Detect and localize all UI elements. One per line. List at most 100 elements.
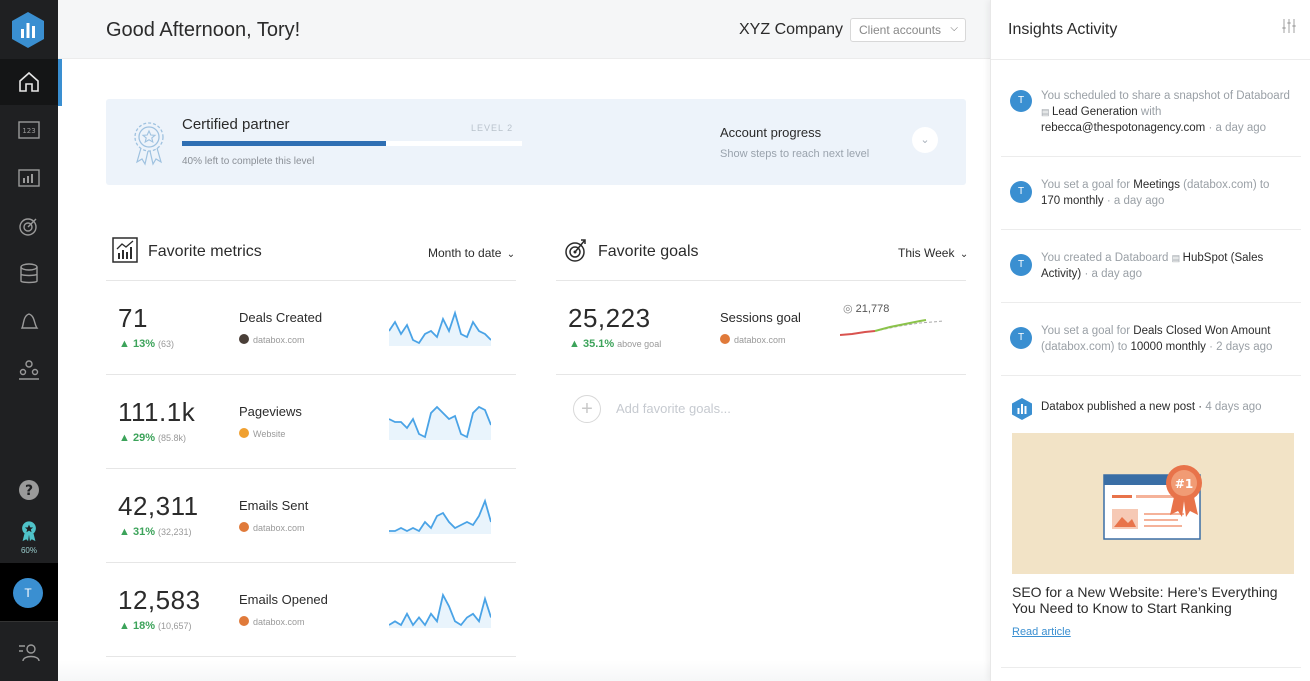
metric-change: ▲ 29% (85.8k)	[119, 432, 186, 444]
seo-illustration-icon: #1	[1103, 465, 1202, 540]
add-goal-label[interactable]: Add favorite goals...	[616, 401, 731, 416]
activity-item[interactable]: T You set a goal for Meetings (databox.c…	[1001, 157, 1301, 230]
sidebar-partner-badge[interactable]: 60%	[0, 516, 58, 562]
metric-source-label: databox.com	[253, 523, 305, 533]
metric-source-label: databox.com	[253, 335, 305, 345]
activity-subject: Deals Closed Won Amount	[1133, 325, 1271, 337]
client-accounts-dropdown[interactable]: Client accounts ⌵	[850, 18, 966, 42]
avatar[interactable]: T	[13, 578, 43, 608]
post-title[interactable]: SEO for a New Website: Here’s Everything…	[1012, 584, 1278, 616]
metric-change: ▲ 18% (10,657)	[119, 620, 192, 632]
activity-pre: You scheduled to share a snapshot of Dat…	[1041, 90, 1290, 102]
metric-sparkline	[389, 405, 491, 440]
databoard-icon: ▤	[1041, 107, 1053, 117]
expand-progress-button[interactable]: ⌄	[912, 127, 938, 153]
metric-change: ▲ 31% (32,231)	[119, 526, 192, 538]
divider	[991, 59, 1310, 60]
partner-progress-fill	[182, 141, 386, 146]
activity-item[interactable]: T You set a goal for Deals Closed Won Am…	[1001, 303, 1301, 376]
sidebar-item-databoards[interactable]	[0, 155, 58, 201]
svg-text:#1: #1	[1175, 477, 1193, 491]
source-icon	[239, 522, 249, 532]
activity-subject[interactable]: Lead Generation	[1052, 106, 1138, 118]
sidebar-item-team[interactable]	[0, 347, 58, 393]
target-small-icon: ◎	[843, 303, 853, 315]
databox-logo-icon	[1012, 398, 1032, 420]
favorite-goals-title: Favorite goals	[598, 243, 699, 260]
metric-name: Deals Created	[239, 310, 323, 325]
metric-value: 12,583	[118, 585, 201, 615]
sparkline-line	[389, 405, 491, 439]
account-progress-title: Account progress	[720, 125, 822, 140]
add-goal-button[interactable]: +	[573, 395, 601, 423]
metrics-period-dropdown[interactable]: Month to date ⌄	[428, 246, 515, 260]
filter-settings-icon[interactable]	[1281, 18, 1297, 34]
metrics-period-label: Month to date	[428, 246, 502, 260]
databox-logo-icon[interactable]	[12, 12, 44, 48]
sidebar-item-data-sources[interactable]	[0, 251, 58, 297]
metric-sparkline	[389, 592, 491, 628]
svg-text:123: 123	[22, 127, 35, 135]
activity-pre: You set a goal for	[1041, 179, 1134, 191]
award-icon	[22, 521, 36, 542]
metric-prev: (32,231)	[157, 527, 192, 537]
sidebar-item-users[interactable]	[0, 629, 58, 675]
metric-source: databox.com	[239, 616, 305, 627]
sidebar-item-alerts[interactable]	[0, 299, 58, 345]
sidebar-item-numbers[interactable]: 123	[0, 107, 58, 153]
metric-sparkline	[389, 498, 491, 534]
divider	[106, 562, 516, 563]
metric-value: 111.1k	[118, 397, 196, 427]
activity-text: You set a goal for Deals Closed Won Amou…	[1041, 325, 1273, 353]
sparkline-line	[389, 498, 491, 533]
read-article-link[interactable]: Read article	[1012, 626, 1071, 638]
metric-source: databox.com	[239, 522, 305, 533]
sparkline-line	[389, 592, 491, 627]
avatar: T	[1010, 181, 1032, 203]
database-icon	[20, 263, 38, 284]
left-sidebar: 123 ? 60% T	[0, 0, 58, 681]
metric-source: Website	[239, 428, 285, 439]
sparkline-line	[389, 310, 491, 345]
bell-icon	[20, 313, 39, 329]
goal-source: databox.com	[720, 334, 786, 345]
user-switch-icon	[19, 644, 40, 662]
activity-time: 2 days ago	[1216, 341, 1273, 353]
metric-prev: (63)	[157, 339, 174, 349]
avatar: T	[1010, 254, 1032, 276]
metric-prev: (10,657)	[157, 621, 192, 631]
favorite-metrics-title: Favorite metrics	[148, 243, 262, 260]
scroll-fade	[58, 660, 990, 681]
sidebar-item-help[interactable]: ?	[0, 467, 58, 513]
activity-item[interactable]: T You scheduled to share a snapshot of D…	[1001, 60, 1301, 157]
company-name: XYZ Company	[739, 21, 844, 38]
goal-status: above goal	[617, 339, 662, 349]
activity-time: a day ago	[1215, 122, 1267, 134]
metric-change-percent: 13%	[132, 338, 155, 350]
sidebar-user[interactable]: T	[0, 563, 58, 621]
activity-text: You scheduled to share a snapshot of Dat…	[1041, 90, 1290, 134]
goals-period-dropdown[interactable]: This Week ⌄	[898, 246, 968, 260]
sidebar-divider	[0, 621, 58, 622]
partner-progress-card: Certified partner LEVEL 2 40% left to co…	[106, 99, 966, 185]
activity-time: a day ago	[1091, 268, 1142, 280]
goal-source-label: databox.com	[734, 335, 786, 345]
activity-subject[interactable]: HubSpot (Sales Activity)	[1041, 252, 1264, 280]
plus-icon: +	[581, 398, 593, 420]
sidebar-item-goals[interactable]	[0, 203, 58, 249]
divider	[556, 374, 966, 375]
divider	[106, 468, 516, 469]
metric-change-percent: 18%	[132, 620, 155, 632]
metric-source-label: databox.com	[253, 617, 305, 627]
metric-name: Emails Sent	[239, 498, 309, 513]
goals-period-label: This Week	[898, 246, 955, 260]
metric-value: 42,311	[118, 491, 199, 521]
sparkline-area	[389, 407, 491, 440]
sidebar-item-home[interactable]	[0, 59, 58, 105]
certificate-badge-icon	[134, 122, 164, 166]
chevron-down-icon: ⌵	[950, 23, 958, 34]
goal-progress-line	[840, 319, 944, 336]
post-image[interactable]: #1	[1012, 433, 1294, 574]
activity-mid: (databox.com) to	[1041, 341, 1131, 353]
activity-item[interactable]: T You created a Databoard ▤ HubSpot (Sal…	[1001, 230, 1301, 303]
